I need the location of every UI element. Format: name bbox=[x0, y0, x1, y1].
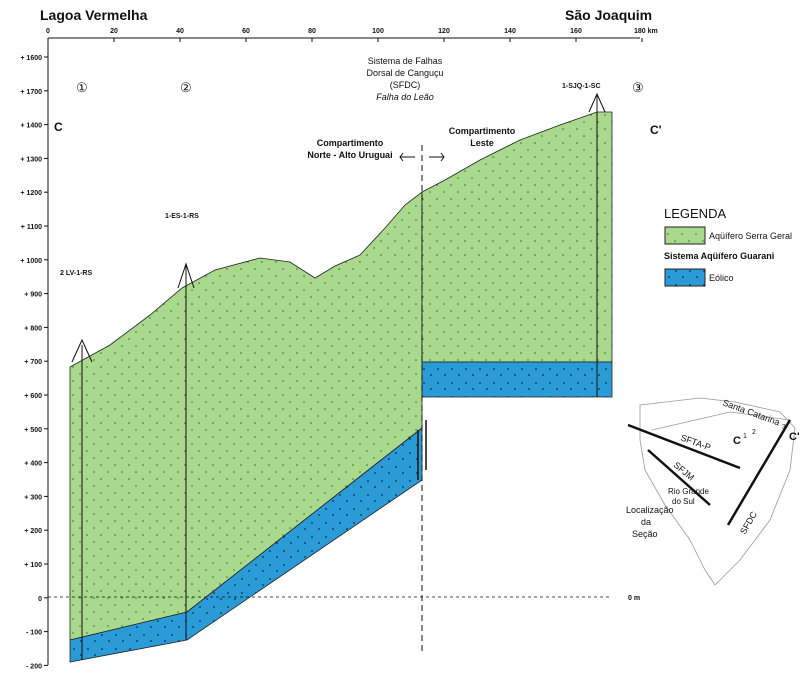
left-tick-label: + 700 bbox=[24, 359, 42, 366]
header-left: Lagoa Vermelha bbox=[40, 7, 148, 23]
left-tick-label: + 100 bbox=[24, 562, 42, 569]
left-tick-label: + 300 bbox=[24, 494, 42, 501]
left-tick-label: + 200 bbox=[24, 528, 42, 535]
section-start: C bbox=[54, 120, 63, 134]
left-tick-label: + 900 bbox=[24, 292, 42, 299]
legend: LEGENDA Aqüífero Serra Geral Sistema Aqü… bbox=[664, 206, 792, 286]
well-label: 1-ES-1-RS bbox=[165, 213, 199, 220]
compartment-label: Leste bbox=[470, 138, 494, 148]
compartment-label: Norte - Alto Uruguai bbox=[307, 150, 392, 160]
map-label: do Sul bbox=[672, 497, 695, 506]
map-label: C bbox=[733, 435, 741, 447]
left-tick-label: + 600 bbox=[24, 393, 42, 400]
marker: ① bbox=[76, 80, 88, 95]
top-tick-label: 100 bbox=[372, 28, 384, 35]
cross-section: 020406080100120140160180 km+ 1600+ 1700+… bbox=[0, 0, 800, 675]
left-tick-label: + 400 bbox=[24, 461, 42, 468]
top-tick-label: 80 bbox=[308, 28, 316, 35]
marker: ③ bbox=[632, 80, 644, 95]
left-tick-label: + 1400 bbox=[20, 123, 42, 130]
map-label: 3 bbox=[782, 424, 786, 431]
legend-label: Eólico bbox=[709, 273, 734, 283]
legend-label: Aqüífero Serra Geral bbox=[709, 231, 792, 241]
left-tick-label: - 100 bbox=[26, 630, 42, 637]
map-label: SFDC bbox=[738, 509, 759, 536]
map-label: SFJM bbox=[672, 460, 696, 483]
map-label: Rio Grande bbox=[668, 487, 709, 496]
left-tick-label: + 500 bbox=[24, 427, 42, 434]
fault-label: Sistema de Falhas bbox=[368, 56, 443, 66]
map-label: Santa Catarina bbox=[721, 397, 781, 427]
map-label: SFTA-P bbox=[679, 432, 712, 452]
fault-label: (SFDC) bbox=[390, 80, 421, 90]
left-tick-label: + 1100 bbox=[21, 224, 42, 231]
header-right: São Joaquim bbox=[565, 7, 652, 23]
map-label: C' bbox=[789, 431, 800, 443]
well-label: 1-SJQ-1-SC bbox=[562, 83, 601, 90]
left-tick-label: - 200 bbox=[26, 663, 42, 670]
map-label: 2 bbox=[752, 429, 756, 436]
eolico-east bbox=[422, 362, 612, 397]
left-tick-label: + 1600 bbox=[20, 55, 42, 62]
fault-name: Falha do Leão bbox=[376, 92, 434, 102]
top-tick-label: 20 bbox=[110, 28, 118, 35]
map-caption: Seção bbox=[632, 529, 658, 539]
top-tick-label: 180 km bbox=[634, 28, 658, 35]
legend-title: LEGENDA bbox=[664, 206, 726, 221]
zero-label: 0 m bbox=[628, 595, 640, 602]
strata bbox=[70, 112, 612, 662]
legend-group: Sistema Aqüífero Guarani bbox=[664, 251, 774, 261]
map-caption: da bbox=[641, 517, 651, 527]
left-tick-label: + 1700 bbox=[20, 89, 42, 96]
serra-geral-east bbox=[422, 112, 612, 362]
top-tick-label: 60 bbox=[242, 28, 250, 35]
left-tick-label: + 1200 bbox=[20, 190, 42, 197]
top-tick-label: 40 bbox=[176, 28, 184, 35]
compartment-label: Compartimento bbox=[449, 126, 516, 136]
fault-label: Dorsal de Canguçu bbox=[366, 68, 443, 78]
top-tick-label: 0 bbox=[46, 28, 50, 35]
marker: ② bbox=[180, 80, 192, 95]
top-tick-label: 160 bbox=[570, 28, 582, 35]
left-tick-label: + 1000 bbox=[20, 258, 42, 265]
well-label: 2 LV-1-RS bbox=[60, 270, 92, 277]
section-end: C' bbox=[650, 123, 662, 137]
location-map: Santa Catarina SFTA-P SFJM SFDC Rio Gran… bbox=[626, 397, 800, 585]
map-label: 1 bbox=[743, 433, 747, 440]
left-tick-label: + 1300 bbox=[20, 156, 42, 163]
map-caption: Localização bbox=[626, 505, 674, 515]
left-tick-label: + 800 bbox=[24, 325, 42, 332]
top-tick-label: 140 bbox=[504, 28, 516, 35]
left-tick-label: 0 bbox=[38, 596, 42, 603]
compartment-label: Compartimento bbox=[317, 138, 384, 148]
top-tick-label: 120 bbox=[438, 28, 450, 35]
